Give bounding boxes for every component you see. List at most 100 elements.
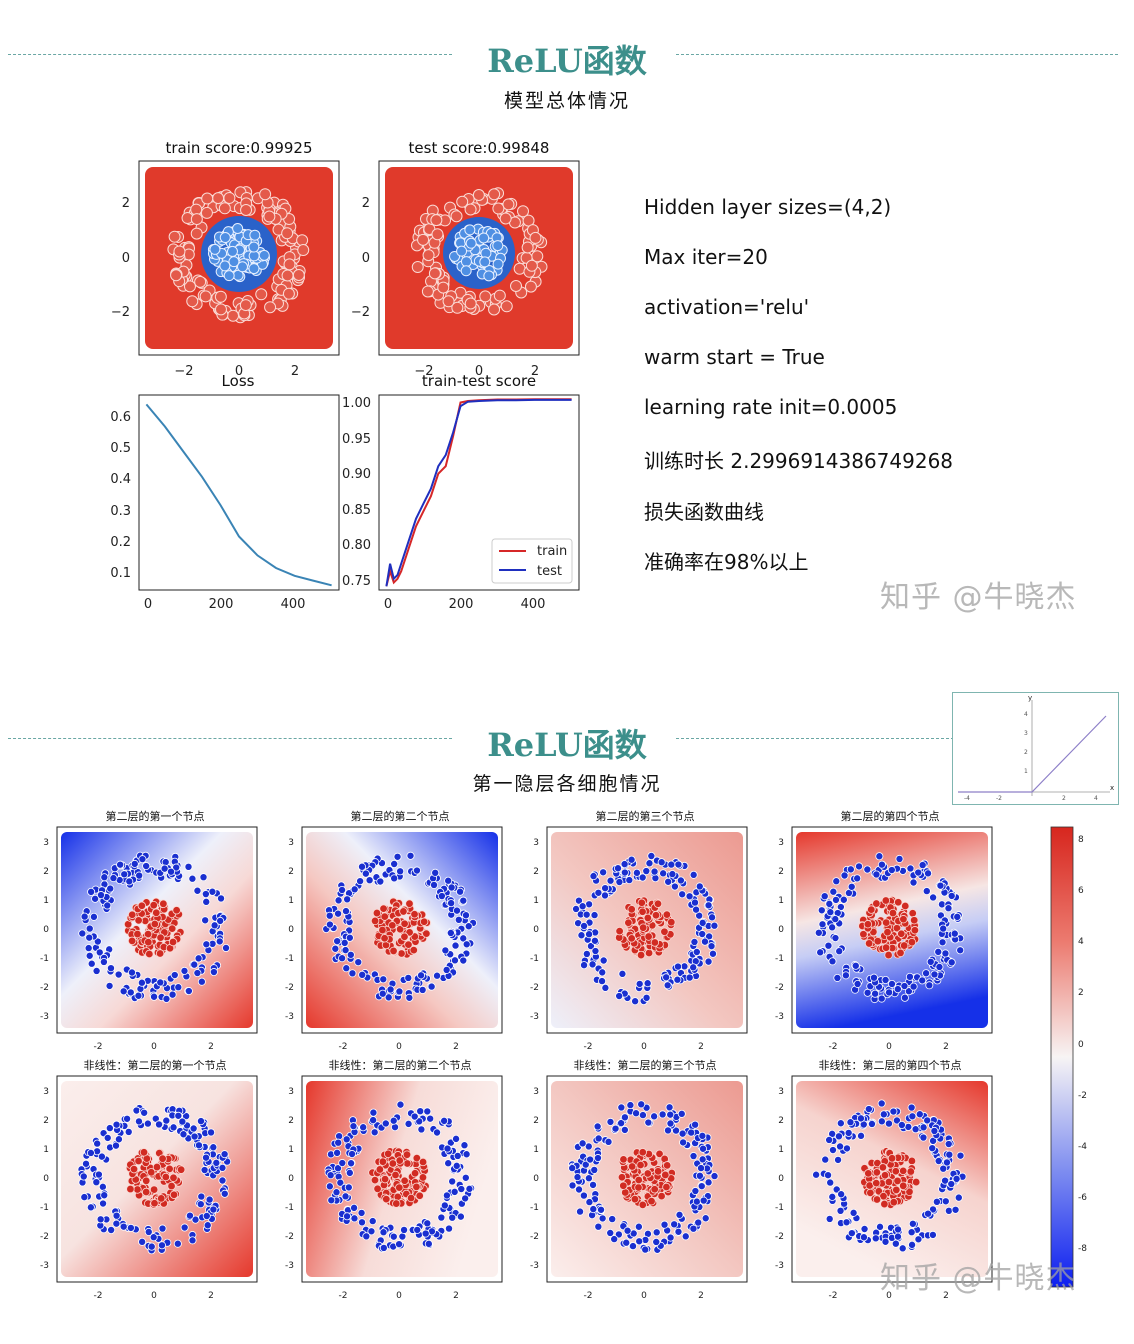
class-point: [405, 993, 414, 1002]
class-point: [415, 1117, 424, 1126]
y-tick: 0.3: [110, 504, 131, 519]
class-point: [653, 899, 663, 908]
class-point: [201, 890, 210, 899]
class-point: [400, 1176, 409, 1185]
class-point: [593, 1122, 602, 1131]
class-point: [444, 876, 453, 885]
class-point: [395, 925, 405, 934]
class-point: [853, 979, 862, 988]
class-point: [568, 1164, 577, 1173]
class-point: [120, 870, 129, 879]
class-point: [928, 1144, 937, 1153]
y-tick: -2: [775, 1232, 784, 1242]
class-point: [404, 973, 413, 982]
class-point: [448, 1177, 457, 1186]
class-point: [840, 871, 849, 880]
class-point: [578, 902, 587, 911]
class-point: [341, 1192, 350, 1201]
class-point: [951, 1205, 960, 1214]
class-point: [216, 916, 225, 925]
class-point: [340, 938, 349, 947]
class-point: [617, 1103, 626, 1112]
class-point: [891, 1239, 900, 1248]
class-point: [674, 1227, 683, 1236]
class-point: [248, 241, 260, 253]
y-tick: 1: [43, 1145, 49, 1155]
class-point: [877, 1099, 886, 1108]
class-point: [430, 214, 443, 227]
class-point: [409, 945, 418, 955]
class-point: [200, 206, 213, 219]
class-point: [670, 882, 679, 891]
class-point: [437, 892, 446, 901]
class-point: [635, 1237, 644, 1246]
class-point: [427, 982, 436, 991]
class-point: [85, 951, 94, 960]
plot-title: Loss: [222, 372, 255, 390]
class-point: [657, 858, 666, 867]
class-point: [86, 1203, 95, 1212]
x-tick: 0: [151, 1042, 157, 1052]
class-point: [691, 1120, 700, 1129]
x-tick: 2: [531, 364, 539, 379]
class-point: [620, 1113, 629, 1122]
class-point: [99, 1199, 108, 1208]
class-point: [650, 1112, 659, 1121]
class-point: [464, 297, 477, 310]
class-point: [138, 1237, 147, 1246]
class-point: [92, 1178, 101, 1187]
class-point: [388, 921, 397, 930]
class-point: [577, 931, 586, 940]
class-point: [416, 1107, 425, 1116]
class-point: [357, 1208, 366, 1217]
y-tick: -2: [40, 983, 49, 993]
outer-ring-points: [812, 1099, 967, 1253]
class-point: [220, 1189, 229, 1198]
class-point: [857, 1131, 866, 1140]
class-point: [638, 873, 647, 882]
class-point: [422, 249, 435, 262]
class-point: [103, 1133, 112, 1142]
class-point: [383, 1149, 393, 1159]
loss-plot: Loss 0.6 0.5 0.4 0.3 0.2 0.1 0 200 400: [110, 372, 340, 612]
relu-inset-plot: y x -4 -2 2 4 4 3 2 1: [952, 692, 1119, 805]
class-point: [334, 909, 343, 918]
class-point: [327, 1196, 336, 1205]
class-point: [150, 1199, 159, 1208]
class-point: [174, 1111, 183, 1120]
class-point: [826, 1178, 835, 1187]
class-point: [219, 232, 231, 244]
class-point: [670, 1220, 679, 1229]
class-point: [859, 930, 868, 939]
y-tick: 2: [362, 196, 370, 211]
class-point: [331, 944, 340, 953]
class-point: [194, 275, 207, 288]
class-point: [907, 1103, 916, 1112]
class-point: [860, 1225, 869, 1234]
class-point: [410, 910, 419, 919]
inset-frame: [952, 692, 1119, 805]
class-point: [359, 1123, 368, 1132]
class-point: [219, 260, 231, 272]
class-point: [488, 303, 501, 316]
class-point: [417, 1125, 426, 1134]
class-point: [379, 904, 388, 913]
class-point: [892, 1116, 901, 1125]
info-learning-rate: learning rate init=0.0005: [644, 395, 898, 419]
class-point: [456, 1212, 465, 1221]
class-point: [664, 877, 673, 886]
y-tick: 0.80: [342, 538, 371, 553]
class-point: [157, 1194, 166, 1203]
class-point: [142, 862, 151, 871]
class-point: [389, 1232, 398, 1241]
class-point: [824, 941, 833, 950]
class-point: [918, 861, 927, 870]
class-point: [119, 987, 128, 996]
class-point: [644, 932, 653, 941]
class-point: [147, 1242, 156, 1251]
y-tick: 1: [778, 896, 784, 906]
class-point: [632, 1109, 641, 1118]
class-point: [372, 908, 382, 918]
class-point: [687, 1128, 696, 1137]
class-point: [126, 1184, 135, 1194]
